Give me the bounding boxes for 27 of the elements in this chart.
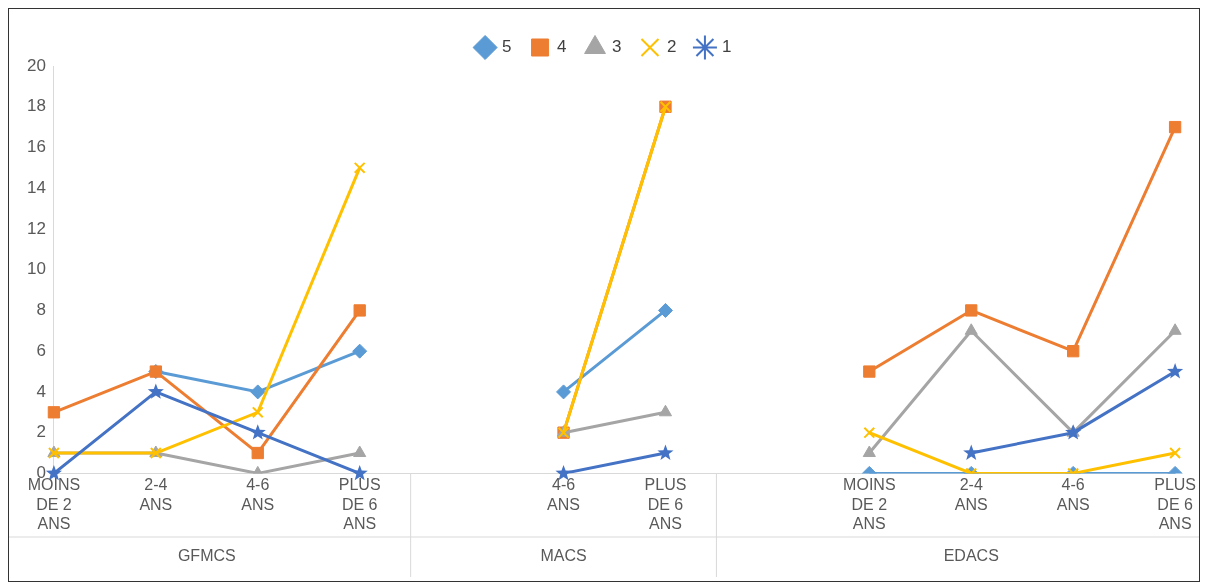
x-tick-label: 2-4 ANS [139,476,173,513]
x-tick-label: MOINS DE 2 ANS [843,476,896,532]
y-tick-label: 12 [26,218,46,238]
y-tick-label: 4 [36,381,46,401]
x-tick-label: 2-4 ANS [954,476,988,513]
x-tick-label: 4-6 ANS [547,476,580,513]
legend-label: 5 [502,37,512,57]
x-tick-label: PLUS DE 6 ANS [1154,476,1196,532]
y-tick-label: 16 [26,137,46,157]
text: MACS [540,547,587,565]
y-tick-label: 8 [36,300,46,320]
x-tick-label: PLUS DE 6 ANS [644,476,687,532]
legend-label: 3 [612,37,622,57]
y-tick-label: 20 [26,55,46,75]
x-tick-label: 4-6 ANS [241,476,275,513]
y-tick-label: 10 [26,259,46,279]
text: EDACS [943,547,999,565]
y-tick-label: 14 [26,177,46,197]
y-tick-label: 18 [26,96,46,116]
x-tick-label: 4-6 ANS [1056,476,1090,513]
x-tick-label: PLUS DE 6 ANS [338,476,381,532]
legend-label: 4 [557,37,567,57]
legend-label: 1 [721,37,732,57]
text: GFMCS [177,547,236,565]
y-tick-label: 6 [36,340,46,360]
y-tick-label: 2 [36,422,46,442]
legend-label: 2 [666,37,677,57]
